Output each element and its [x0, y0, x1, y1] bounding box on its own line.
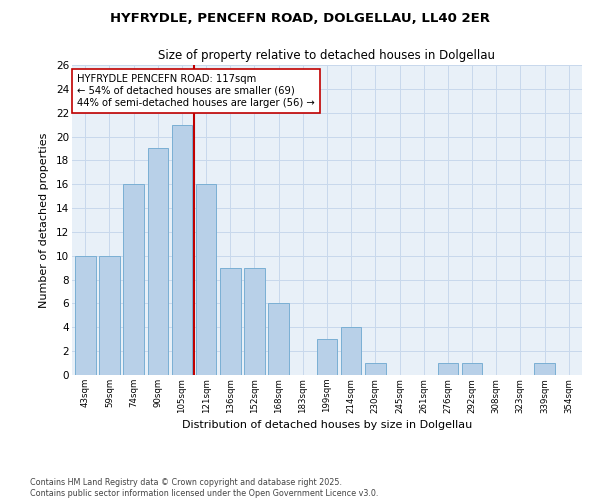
Title: Size of property relative to detached houses in Dolgellau: Size of property relative to detached ho… — [158, 50, 496, 62]
Y-axis label: Number of detached properties: Number of detached properties — [39, 132, 49, 308]
Text: HYFRYDLE, PENCEFN ROAD, DOLGELLAU, LL40 2ER: HYFRYDLE, PENCEFN ROAD, DOLGELLAU, LL40 … — [110, 12, 490, 26]
X-axis label: Distribution of detached houses by size in Dolgellau: Distribution of detached houses by size … — [182, 420, 472, 430]
Text: Contains HM Land Registry data © Crown copyright and database right 2025.
Contai: Contains HM Land Registry data © Crown c… — [30, 478, 379, 498]
Bar — [75, 256, 95, 375]
Text: HYFRYDLE PENCEFN ROAD: 117sqm
← 54% of detached houses are smaller (69)
44% of s: HYFRYDLE PENCEFN ROAD: 117sqm ← 54% of d… — [77, 74, 315, 108]
Bar — [220, 268, 241, 375]
Bar — [534, 363, 555, 375]
Bar — [244, 268, 265, 375]
Bar — [148, 148, 168, 375]
Bar — [268, 304, 289, 375]
Bar — [99, 256, 120, 375]
Bar — [437, 363, 458, 375]
Bar — [124, 184, 144, 375]
Bar — [196, 184, 217, 375]
Bar — [365, 363, 386, 375]
Bar — [341, 328, 361, 375]
Bar — [462, 363, 482, 375]
Bar — [317, 339, 337, 375]
Bar — [172, 124, 192, 375]
